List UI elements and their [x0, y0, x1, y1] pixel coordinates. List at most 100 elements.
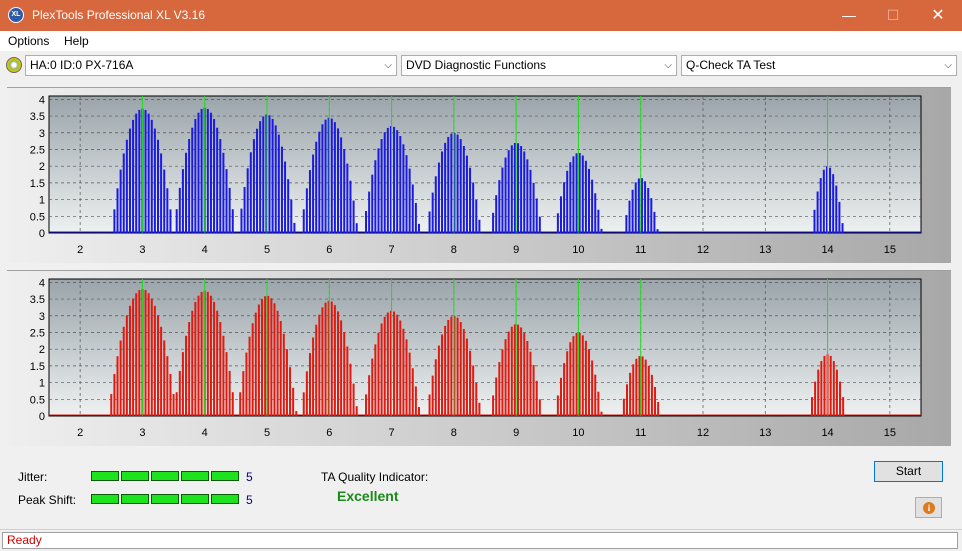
y-tick-label: 2.5 [30, 327, 45, 339]
menu-help[interactable]: Help [64, 34, 89, 48]
data-bar [510, 145, 513, 233]
jitter-label: Jitter: [18, 470, 48, 484]
data-bar [600, 411, 603, 416]
data-bar [242, 371, 245, 416]
ta-quality-label: TA Quality Indicator: [321, 470, 429, 484]
data-bar [622, 398, 625, 416]
function-select-value: DVD Diagnostic Functions [406, 58, 547, 72]
data-bar [380, 139, 383, 233]
data-bar [138, 290, 141, 416]
data-bar [122, 153, 125, 233]
data-bar [209, 295, 212, 416]
data-bar [163, 340, 166, 416]
maximize-button[interactable]: ☐ [886, 7, 900, 23]
data-bar [254, 312, 257, 416]
data-bar [405, 339, 408, 416]
data-bar [563, 182, 566, 233]
data-bar [240, 208, 243, 233]
data-bar [333, 305, 336, 416]
data-bar [501, 167, 504, 233]
data-bar [625, 215, 628, 233]
y-tick-label: 2 [39, 161, 45, 173]
data-bar [566, 351, 569, 416]
y-tick-label: 3 [39, 311, 45, 323]
ta-quality-value: Excellent [337, 488, 399, 504]
x-tick-label: 6 [326, 244, 332, 256]
data-bar [243, 187, 246, 233]
data-bar [498, 180, 501, 233]
data-bar [581, 335, 584, 416]
data-bar [228, 187, 231, 233]
data-bar [292, 387, 295, 416]
data-bar [383, 132, 386, 233]
function-select[interactable]: DVD Diagnostic Functions ⌵ [401, 55, 677, 76]
data-bar [324, 119, 327, 233]
x-tick-label: 14 [821, 427, 833, 439]
data-bar [355, 406, 358, 416]
y-tick-label: 4 [39, 277, 45, 289]
data-bar [472, 365, 475, 416]
data-bar [175, 209, 178, 233]
data-bar [349, 363, 352, 416]
data-bar [337, 128, 340, 233]
close-button[interactable]: ✕ [931, 7, 945, 24]
data-bar [650, 374, 653, 416]
data-bar [813, 209, 816, 233]
data-bar [128, 128, 131, 233]
data-bar [414, 386, 417, 416]
data-bar [188, 139, 191, 233]
data-bar [829, 355, 832, 416]
data-bar [144, 109, 147, 233]
data-bar [572, 156, 575, 233]
data-bar [459, 139, 462, 233]
data-bar [166, 188, 169, 233]
data-bar [368, 191, 371, 233]
data-bar [526, 340, 529, 416]
menu-options[interactable]: Options [8, 34, 50, 48]
data-bar [308, 353, 311, 416]
data-bar [276, 310, 279, 416]
data-bar [428, 211, 431, 233]
data-bar [559, 196, 562, 233]
data-bar [185, 152, 188, 233]
info-button[interactable]: i [915, 497, 942, 518]
data-bar [132, 119, 135, 233]
data-bar [153, 128, 156, 233]
data-bar [318, 131, 321, 233]
data-bar [816, 191, 819, 233]
x-tick-label: 3 [139, 244, 145, 256]
data-bar [277, 134, 280, 233]
data-bar [637, 178, 640, 233]
data-bar [245, 352, 248, 416]
data-bar [274, 125, 277, 233]
peak-shift-meter [91, 494, 239, 504]
data-bar [153, 305, 156, 416]
data-bar [628, 200, 631, 233]
data-bar [434, 359, 437, 416]
meter-segment [91, 494, 119, 504]
data-bar [842, 397, 845, 416]
upper-chart-panel: 0 0.5 1 1.5 2 2.5 3 3.5 4 2 3 4 5 6 7 8 9 10 11 12 13 14 15 [7, 87, 951, 263]
data-bar [264, 296, 267, 416]
data-bar [578, 153, 581, 233]
test-select[interactable]: Q-Check TA Test ⌵ [681, 55, 957, 76]
start-button[interactable]: Start [874, 461, 943, 482]
minimize-button[interactable]: — [842, 7, 856, 23]
x-tick-label: 6 [326, 427, 332, 439]
data-bar [293, 222, 296, 233]
data-bar [647, 365, 650, 416]
data-bar [265, 114, 268, 233]
data-bar [581, 155, 584, 233]
data-bar [150, 119, 153, 233]
data-bar [374, 160, 377, 233]
data-bar [346, 163, 349, 233]
data-bar [532, 182, 535, 233]
drive-select[interactable]: HA:0 ID:0 PX-716A ⌵ [25, 55, 397, 76]
data-bar [657, 401, 660, 416]
data-bar [380, 323, 383, 416]
data-bar [374, 344, 377, 416]
data-bar [405, 155, 408, 233]
meter-segment [91, 471, 119, 481]
data-bar [225, 352, 228, 416]
data-bar [644, 181, 647, 233]
